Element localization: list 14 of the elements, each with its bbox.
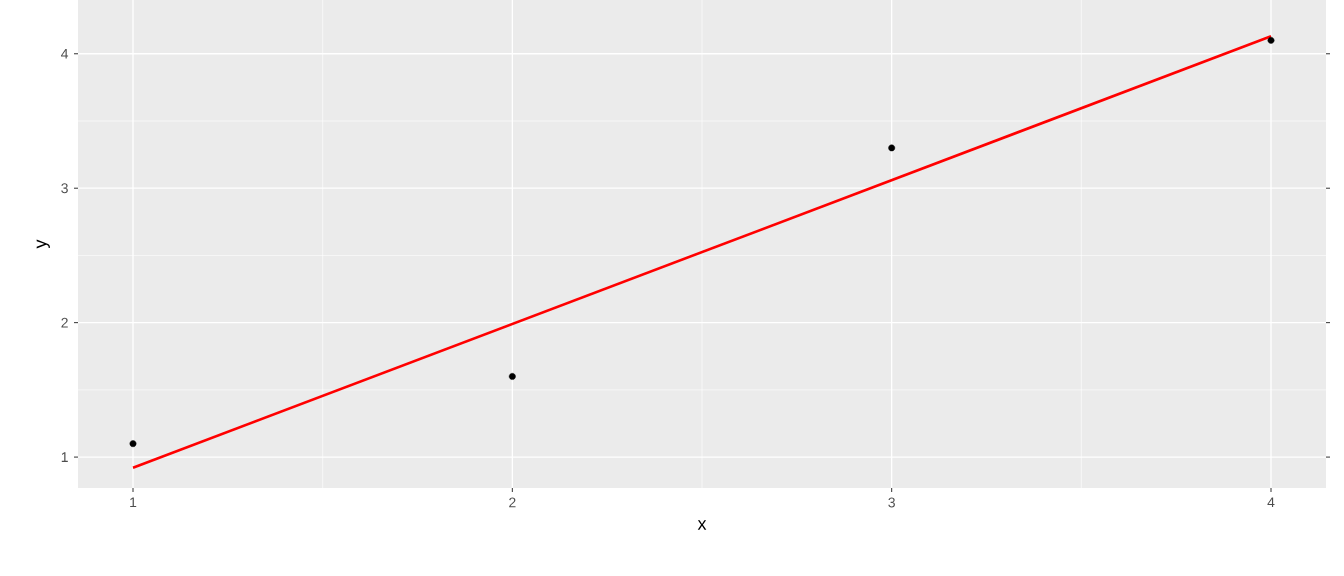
point [129,440,137,448]
x-tick-label: 4 [1267,497,1275,508]
x-axis-title: x [697,520,707,530]
y-tick-label: 2 [61,317,68,328]
y-tick-label: 1 [61,452,68,462]
x-tick-label: 1 [130,497,137,508]
point [888,144,896,152]
x-tick-label: 3 [888,497,895,508]
y-tick-label: 3 [61,183,68,194]
y-tick-label: 4 [61,48,69,59]
x-tick-label: 2 [509,497,516,508]
point [508,373,516,380]
point [1267,36,1275,44]
y-axis-title: y [36,239,50,249]
